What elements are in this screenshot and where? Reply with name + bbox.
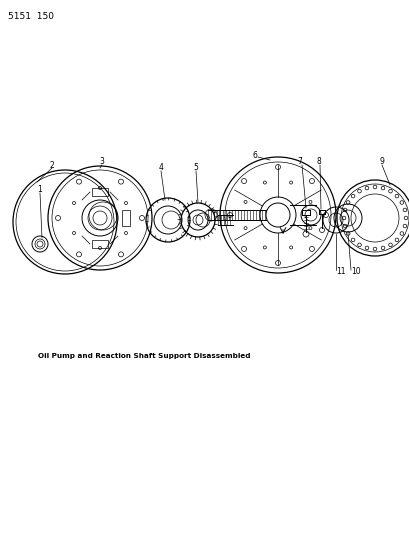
Text: 5151  150: 5151 150 bbox=[8, 12, 54, 21]
Text: 1: 1 bbox=[38, 185, 42, 195]
Text: 2: 2 bbox=[49, 160, 54, 169]
Text: 9: 9 bbox=[379, 157, 384, 166]
Text: 11: 11 bbox=[335, 268, 345, 277]
Text: 10: 10 bbox=[351, 268, 360, 277]
Text: 5: 5 bbox=[193, 164, 198, 173]
Circle shape bbox=[37, 241, 43, 247]
Text: 7: 7 bbox=[297, 157, 302, 166]
Text: 3: 3 bbox=[99, 157, 104, 166]
Text: 8: 8 bbox=[316, 157, 321, 166]
Text: 4: 4 bbox=[158, 164, 163, 173]
Text: Oil Pump and Reaction Shaft Support Disassembled: Oil Pump and Reaction Shaft Support Disa… bbox=[38, 353, 250, 359]
Text: 6: 6 bbox=[252, 150, 257, 159]
